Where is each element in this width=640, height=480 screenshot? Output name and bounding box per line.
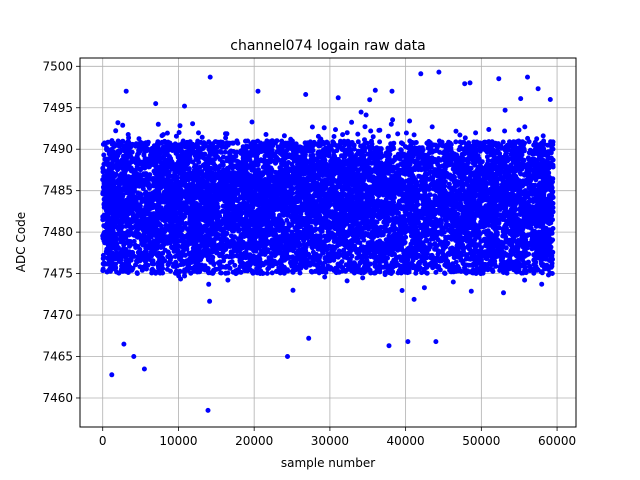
x-tick-label: 0 [99,434,107,448]
x-axis-ticks: 0 10000 20000 30000 40000 50000 60000 [99,427,576,448]
x-tick-label: 40000 [387,434,425,448]
y-tick-label: 7480 [42,225,73,239]
x-tick-label: 50000 [462,434,500,448]
chart-title: channel074 logain raw data [230,38,425,54]
y-axis-label: ADC Code [14,212,28,272]
x-tick-label: 10000 [159,434,197,448]
x-axis-label: sample number [281,456,375,470]
y-tick-label: 7500 [42,59,73,73]
plot-frame [79,57,577,428]
y-tick-label: 7490 [42,142,73,156]
y-tick-label: 7465 [42,350,73,364]
y-tick-label: 7460 [42,391,73,405]
y-tick-label: 7495 [42,101,73,115]
x-tick-label: 60000 [538,434,576,448]
x-tick-label: 20000 [235,434,273,448]
x-tick-label: 30000 [311,434,349,448]
scatter-points [100,69,556,413]
data-points [100,69,556,413]
y-tick-label: 7470 [42,308,73,322]
y-tick-label: 7475 [42,267,73,281]
y-axis-ticks: 7460 7465 7470 7475 7480 7485 7490 7495 7500 [42,59,80,405]
y-tick-label: 7485 [42,184,73,198]
